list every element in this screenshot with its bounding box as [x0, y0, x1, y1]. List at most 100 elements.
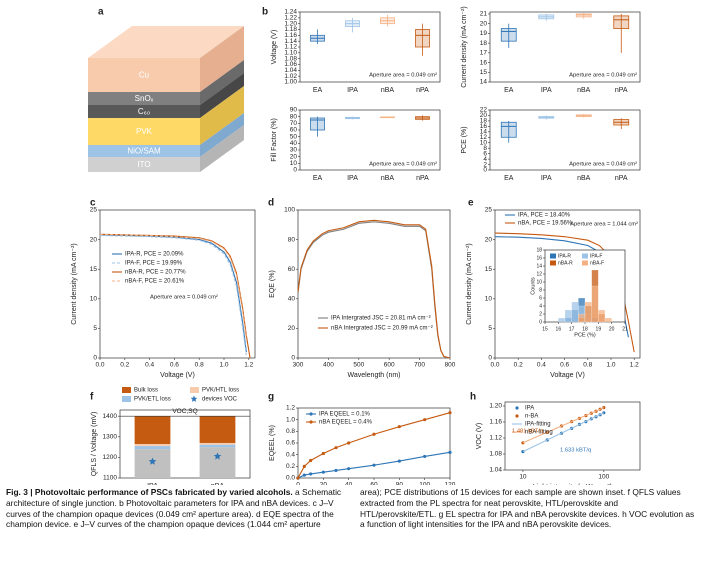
data-point: [321, 451, 325, 456]
box: [310, 117, 325, 131]
x-tick-label: 18: [582, 326, 588, 332]
legend-label: IPA-fitting: [525, 422, 551, 428]
x-tick-label: 300: [293, 362, 304, 369]
series-line: [522, 407, 605, 444]
y-tick-label: 1.2: [286, 405, 295, 412]
data-point: [302, 473, 306, 477]
panel-label: h: [470, 392, 476, 403]
data-point: [334, 446, 338, 450]
x-tick-label: 700: [414, 362, 425, 369]
y-tick-label: 1.06: [284, 61, 297, 68]
plot-frame: [297, 209, 451, 359]
x-tick-label: 0.4: [537, 362, 546, 369]
panel-label: c: [90, 198, 96, 209]
y-tick-label: 14: [536, 263, 542, 269]
y-tick-label: 2: [539, 311, 542, 317]
y-tick-label: 16: [480, 123, 488, 130]
x-tick-label: 19: [596, 326, 602, 332]
x-tick-label: 500: [353, 362, 364, 369]
y-tick-label: 0: [293, 167, 297, 174]
legend-label: IPA-R, PCE = 20.09%: [125, 252, 184, 258]
y-tick-label: 1.08: [284, 55, 297, 62]
x-tick-label: 1.0: [606, 362, 615, 369]
y-tick-label: 20: [90, 236, 98, 243]
y-axis-label: VOC (V): [476, 423, 483, 449]
plot-frame: [489, 11, 641, 83]
legend-label: nBA-fitting: [525, 430, 553, 436]
hist-bar: [598, 309, 606, 323]
data-point: [347, 467, 351, 471]
x-tick-label: nBA: [211, 483, 225, 485]
y-tick-label: 16: [480, 59, 488, 66]
y-tick-label: 20: [288, 325, 296, 332]
hist-bar: [604, 317, 612, 323]
legend-label: IPA-F: [590, 253, 602, 259]
legend-swatch: [582, 253, 588, 259]
y-tick-label: 10: [480, 139, 488, 146]
y-tick-label: 1.08: [489, 451, 502, 458]
x-tick-label: 40: [345, 482, 353, 485]
plot-frame: [299, 109, 441, 171]
y-tick-label: 0: [539, 319, 542, 325]
figure: a bc d ef g hCuSnOₓC₆₀PVKNiO/SAMITO1.001.021.…: [71, 6, 641, 485]
legend-swatch: [190, 387, 199, 393]
y-tick-label: 18: [480, 40, 488, 47]
y-tick-label: 25: [485, 207, 493, 214]
x-tick-label: 600: [384, 362, 395, 369]
bar-segment: [134, 449, 171, 478]
y-tick-label: 25: [90, 207, 98, 214]
layer-side: [200, 73, 244, 118]
y-tick-label: 1.02: [284, 73, 297, 80]
panel-label: a: [98, 7, 104, 18]
x-tick-label: nBA: [577, 175, 591, 182]
bar-segment: [199, 442, 236, 445]
series-line: [99, 234, 247, 353]
series-line: [297, 451, 451, 479]
layer-front: [88, 157, 200, 172]
x-tick-label: 10: [519, 474, 527, 481]
data-point: [321, 470, 325, 474]
x-tick-label: 17: [569, 326, 575, 332]
x-tick-label: 0.6: [170, 362, 179, 369]
legend-label: nBA-F, PCE = 20.61%: [125, 279, 185, 285]
x-tick-label: 16: [556, 326, 562, 332]
x-tick-label: 20: [609, 326, 615, 332]
x-tick-label: nPA: [416, 175, 429, 182]
legend-swatch: [515, 406, 519, 410]
box: [613, 15, 630, 29]
y-tick-label: 1200: [103, 454, 118, 461]
panel-label: e: [468, 198, 474, 209]
x-tick-label: EA: [313, 175, 323, 182]
x-tick-label: EA: [504, 175, 514, 182]
y-tick-label: 10: [536, 279, 542, 285]
y-axis-label: Current density (mA cm⁻²): [461, 6, 468, 88]
data-point: [423, 454, 427, 459]
legend-label: IPA Intergrated JSC = 20.81 mA cm⁻²: [331, 316, 431, 322]
y-axis-label: Voltage (V): [271, 30, 278, 65]
annotation: 1.633 kBT/q: [560, 448, 591, 454]
data-point: [296, 476, 300, 480]
y-axis-label: Current density (mA cm⁻²): [71, 243, 78, 325]
y-tick-label: 1100: [103, 475, 117, 482]
layer-front: [88, 58, 200, 92]
annotation: Aperture area = 0.049 cm²: [569, 73, 637, 79]
panel-label: g: [268, 392, 274, 403]
data-point: [448, 450, 452, 454]
y-tick-label: 60: [288, 266, 296, 273]
y-tick-label: 18: [480, 118, 488, 125]
y-tick-label: 20: [485, 236, 493, 243]
panel-label: f: [90, 392, 94, 403]
y-axis-label: Fill Factor (%): [271, 118, 278, 162]
series-line: [297, 221, 451, 359]
annotation: Aperture area = 1.044 cm²: [570, 222, 638, 228]
layer-front: [88, 92, 200, 105]
x-axis-label: Voltage (V): [550, 372, 585, 379]
hist-bar: [571, 301, 579, 323]
layer-label: PVK: [136, 127, 153, 136]
panel-label: b: [262, 7, 268, 18]
y-tick-label: 18: [536, 247, 542, 253]
legend-label: IPA-R: [558, 253, 571, 259]
annotation: Aperture area = 0.049 cm²: [569, 162, 637, 168]
layer-side: [200, 60, 244, 105]
